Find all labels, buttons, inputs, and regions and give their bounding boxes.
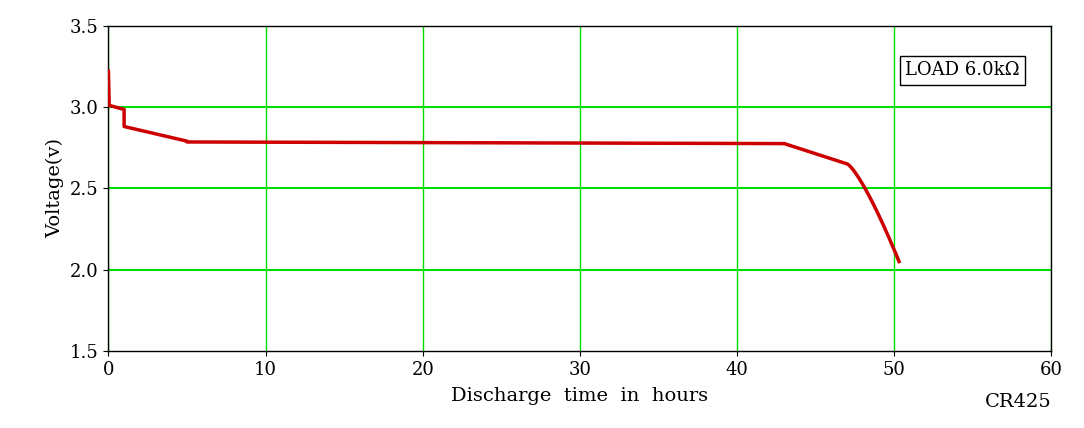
Text: CR425: CR425 [984,393,1051,411]
Text: LOAD 6.0kΩ: LOAD 6.0kΩ [905,62,1020,80]
Y-axis label: Voltage(v): Voltage(v) [46,138,64,238]
X-axis label: Discharge  time  in  hours: Discharge time in hours [451,387,709,405]
